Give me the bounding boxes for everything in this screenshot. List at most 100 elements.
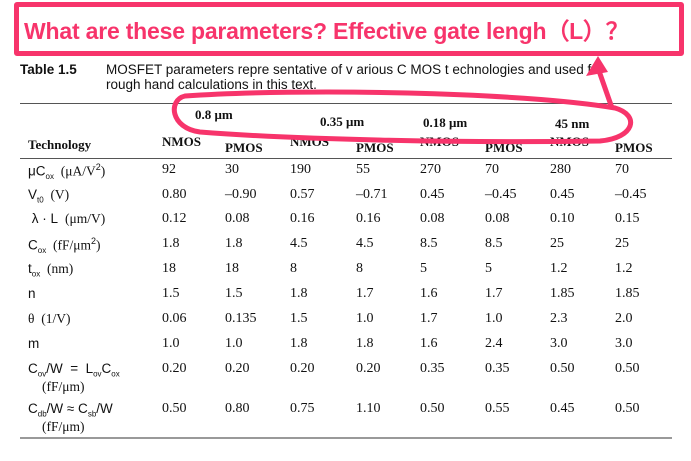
table-cell: 55: [356, 162, 370, 177]
device-type-header: NMOS: [290, 134, 329, 149]
table-cell: 1.10: [356, 401, 381, 416]
table-cell: 0.50: [162, 401, 187, 416]
node-header: 45 nm: [555, 116, 590, 131]
label-part: ox: [37, 246, 47, 256]
table-cell: 1.6: [420, 336, 438, 351]
label-part: (fF/μm): [42, 378, 85, 394]
annotation-box: [14, 2, 684, 56]
table-cell: 0.50: [615, 361, 640, 376]
device-type-header: PMOS: [225, 140, 263, 155]
label-part: V: [28, 187, 38, 202]
table-cell: 0.50: [420, 401, 445, 416]
parameter-label: n: [28, 286, 36, 301]
table-cell: 0.50: [550, 361, 575, 376]
table-cell: 25: [615, 236, 629, 251]
table-cell: 0.75: [290, 401, 315, 416]
table-cell: 0.50: [615, 401, 640, 416]
table-cell: 0.80: [225, 401, 250, 416]
label-part: /W = L: [46, 361, 94, 376]
table-cell: –0.45: [615, 187, 647, 202]
table-cell: 0.20: [356, 361, 381, 376]
table-cell: 1.85: [615, 286, 640, 301]
label-part: C: [28, 237, 38, 253]
device-type-header: PMOS: [485, 140, 523, 155]
device-type-header: NMOS: [162, 134, 201, 149]
table-cell: 0.45: [550, 401, 575, 416]
label-part: ov: [93, 369, 102, 379]
label-part: (μm/V): [65, 211, 106, 226]
table-cell: 1.0: [162, 336, 180, 351]
label-part: (V): [43, 187, 70, 202]
table-cell: 0.35: [485, 361, 510, 376]
caption-line-2: rough hand calculations in this text.: [106, 77, 317, 92]
table-cell: 1.6: [420, 286, 438, 301]
header-rule: [20, 158, 672, 159]
table-cell: 0.08: [485, 211, 510, 226]
label-part: C: [28, 361, 38, 376]
label-part: (μA/V: [53, 163, 96, 179]
table-cell: 8: [290, 261, 297, 276]
table-cell: 3.0: [615, 336, 633, 351]
label-part: ov: [37, 369, 47, 379]
table-cell: –0.71: [356, 187, 388, 202]
device-type-header: PMOS: [615, 140, 653, 155]
table-cell: 18: [225, 261, 239, 276]
table-cell: 1.2: [550, 261, 568, 276]
table-cell: 0.35: [420, 361, 445, 376]
table-cell: 5: [485, 261, 492, 276]
label-part: ox: [31, 269, 41, 279]
table-cell: 0.12: [162, 211, 187, 226]
table-cell: 1.7: [485, 286, 503, 301]
label-part: /W: [96, 401, 113, 416]
label-part: n: [28, 286, 36, 301]
label-part: ): [100, 163, 106, 179]
device-type-header: NMOS: [420, 134, 459, 149]
table-cell: 1.8: [356, 336, 374, 351]
caption-line-1: MOSFET parameters repre sentative of v a…: [106, 62, 604, 77]
table-cell: 1.5: [290, 311, 308, 326]
label-part: ox: [111, 369, 120, 379]
table-cell: 0.20: [162, 361, 187, 376]
label-part: (fF/μm): [42, 418, 85, 434]
table-cell: 0.45: [550, 187, 575, 202]
table-caption: Table 1.5 MOSFET parameters repre sentati…: [20, 62, 603, 92]
table-cell: 70: [615, 162, 629, 177]
top-rule: [20, 103, 672, 104]
table-cell: 0.20: [225, 361, 250, 376]
table-cell: –0.45: [485, 187, 517, 202]
table-cell: 0.45: [420, 187, 445, 202]
parameter-label: λ · L (μm/V): [28, 211, 106, 227]
table-cell: –0.90: [225, 187, 257, 202]
table-cell: 18: [162, 261, 176, 276]
table-cell: 1.8: [290, 336, 308, 351]
table-cell: 1.7: [356, 286, 374, 301]
table-cell: 0.10: [550, 211, 575, 226]
table-cell: 1.0: [485, 311, 503, 326]
table-cell: 0.08: [420, 211, 445, 226]
label-part: C: [101, 361, 112, 376]
table-cell: 0.15: [615, 211, 640, 226]
label-part: ox: [45, 172, 54, 182]
table-cell: 1.85: [550, 286, 575, 301]
table-cell: 0.80: [162, 187, 187, 202]
parameter-label: Cox (fF/μm2): [28, 236, 100, 255]
table-cell: 8: [356, 261, 363, 276]
parameter-label: Cdb/W ≈ Csb/W (fF/μm): [28, 401, 113, 435]
label-part: 2: [95, 162, 101, 172]
node-header: 0.18 μm: [423, 115, 468, 130]
table-cell: 8.5: [420, 236, 438, 251]
table-cell: 0.06: [162, 311, 187, 326]
table-cell: 1.0: [356, 311, 374, 326]
table-cell: 280: [550, 162, 571, 177]
table-cell: 8.5: [485, 236, 503, 251]
bottom-rule: [20, 437, 672, 439]
table-cell: 3.0: [550, 336, 568, 351]
table-number: Table 1.5: [20, 62, 77, 77]
node-header: 0.35 μm: [320, 114, 365, 129]
label-part: db: [37, 409, 47, 419]
parameter-label: μCox (μA/V2): [28, 162, 105, 181]
label-part: λ · L: [28, 211, 66, 226]
table-cell: 4.5: [356, 236, 374, 251]
label-part: (fF/μm: [46, 237, 91, 253]
label-part: t0: [37, 195, 44, 205]
